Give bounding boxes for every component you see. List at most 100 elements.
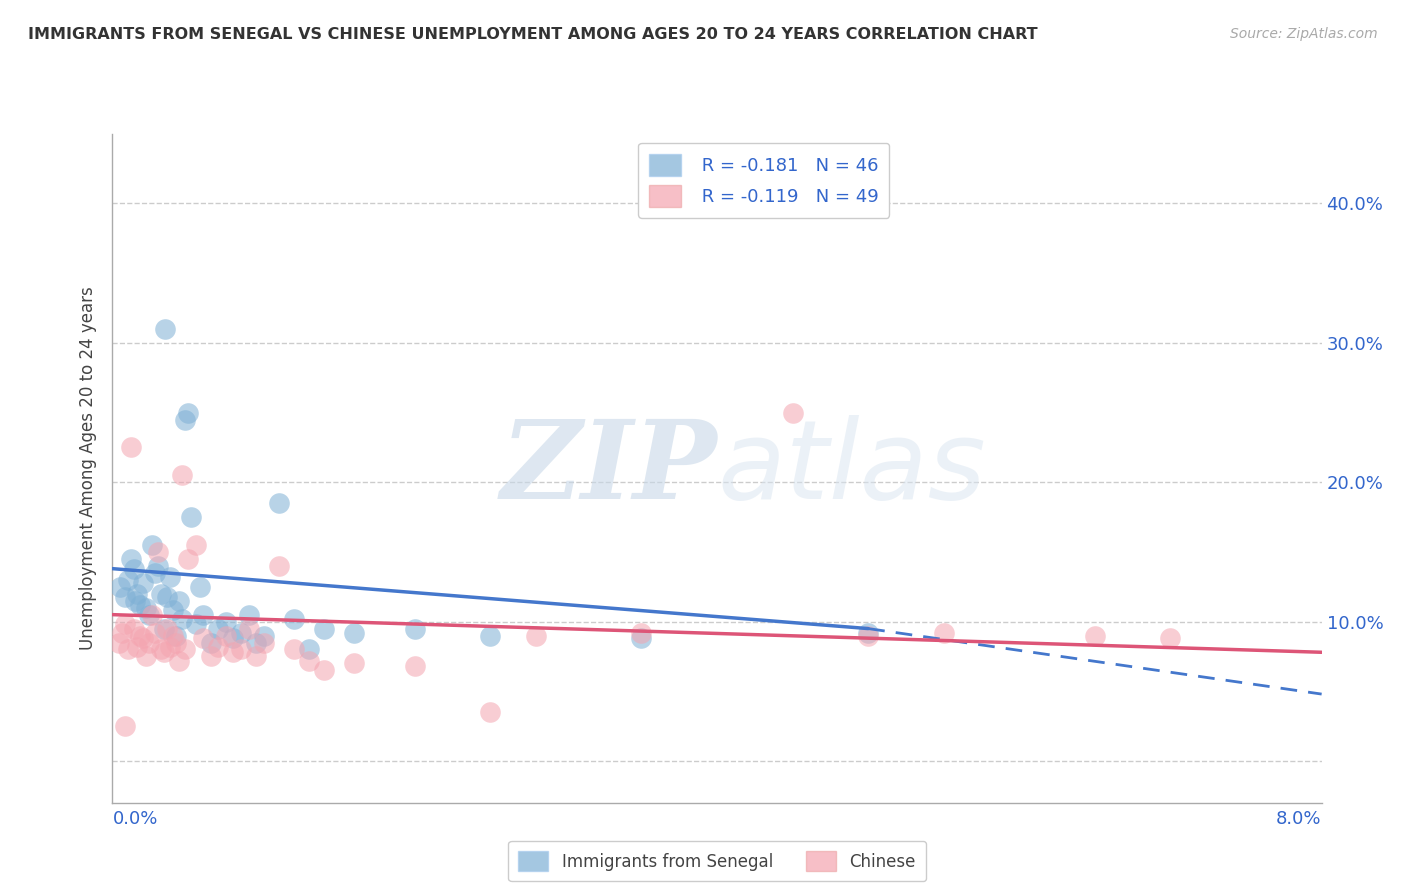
Point <box>122 622 145 636</box>
Point <box>343 657 366 671</box>
Point <box>108 580 131 594</box>
Point <box>222 645 245 659</box>
Text: atlas: atlas <box>717 415 986 522</box>
Point <box>245 649 267 664</box>
Point <box>165 629 187 643</box>
Point <box>124 593 146 607</box>
Point <box>1084 629 1107 643</box>
Point <box>132 575 155 590</box>
Point <box>165 635 187 649</box>
Point <box>267 558 290 573</box>
Point <box>479 629 502 643</box>
Point <box>404 659 426 673</box>
Point <box>138 635 160 649</box>
Point <box>253 635 276 649</box>
Point <box>207 640 229 654</box>
Point <box>107 635 129 649</box>
Point <box>159 640 181 654</box>
Point <box>174 642 197 657</box>
Point <box>125 640 148 654</box>
Point <box>782 406 804 420</box>
Point <box>215 629 238 643</box>
Point <box>253 629 276 643</box>
Point <box>856 625 880 640</box>
Point <box>167 654 190 668</box>
Point <box>122 562 145 576</box>
Point <box>200 649 222 664</box>
Point <box>162 603 184 617</box>
Point <box>110 625 132 640</box>
Point <box>162 629 184 643</box>
Point <box>170 468 193 483</box>
Point <box>215 615 238 629</box>
Point <box>146 545 169 559</box>
Point <box>143 625 166 640</box>
Point <box>184 617 207 632</box>
Point <box>229 642 252 657</box>
Point <box>188 580 211 594</box>
Point <box>132 632 155 646</box>
Point <box>125 587 148 601</box>
Point <box>120 552 142 566</box>
Point <box>298 642 321 657</box>
Point <box>149 642 172 657</box>
Point <box>312 622 335 636</box>
Point <box>283 642 305 657</box>
Point <box>1159 632 1181 646</box>
Point <box>298 654 321 668</box>
Point <box>114 617 136 632</box>
Legend: Immigrants from Senegal, Chinese: Immigrants from Senegal, Chinese <box>508 841 927 881</box>
Point <box>155 322 177 336</box>
Point <box>153 622 176 636</box>
Point <box>267 496 290 510</box>
Point <box>524 629 547 643</box>
Point <box>222 632 245 646</box>
Point <box>128 598 150 612</box>
Point <box>177 406 200 420</box>
Point <box>177 552 200 566</box>
Point <box>167 593 190 607</box>
Point <box>141 538 163 552</box>
Point <box>156 590 179 604</box>
Text: Source: ZipAtlas.com: Source: ZipAtlas.com <box>1230 27 1378 41</box>
Point <box>404 622 426 636</box>
Point <box>283 612 305 626</box>
Point <box>191 632 214 646</box>
Y-axis label: Unemployment Among Ages 20 to 24 years: Unemployment Among Ages 20 to 24 years <box>79 286 97 650</box>
Point <box>143 566 166 580</box>
Point <box>120 441 142 455</box>
Point <box>200 635 222 649</box>
Point <box>149 587 172 601</box>
Text: 8.0%: 8.0% <box>1277 810 1322 828</box>
Point <box>630 625 652 640</box>
Point <box>630 632 652 646</box>
Point <box>207 622 229 636</box>
Point <box>114 719 136 733</box>
Point <box>159 570 181 584</box>
Point <box>238 607 260 622</box>
Point <box>238 622 260 636</box>
Text: ZIP: ZIP <box>501 415 717 522</box>
Point <box>180 510 202 524</box>
Point <box>229 625 252 640</box>
Point <box>343 625 366 640</box>
Point <box>114 590 136 604</box>
Point <box>174 412 197 426</box>
Point <box>156 622 179 636</box>
Point <box>135 600 157 615</box>
Point <box>138 607 160 622</box>
Point <box>153 645 176 659</box>
Text: 0.0%: 0.0% <box>112 810 157 828</box>
Point <box>117 573 139 587</box>
Point <box>117 642 139 657</box>
Point <box>146 558 169 573</box>
Text: IMMIGRANTS FROM SENEGAL VS CHINESE UNEMPLOYMENT AMONG AGES 20 TO 24 YEARS CORREL: IMMIGRANTS FROM SENEGAL VS CHINESE UNEMP… <box>28 27 1038 42</box>
Point <box>170 612 193 626</box>
Point <box>245 635 267 649</box>
Point <box>191 607 214 622</box>
Point <box>135 649 157 664</box>
Point <box>128 629 150 643</box>
Point <box>312 664 335 678</box>
Point <box>479 705 502 719</box>
Point <box>184 538 207 552</box>
